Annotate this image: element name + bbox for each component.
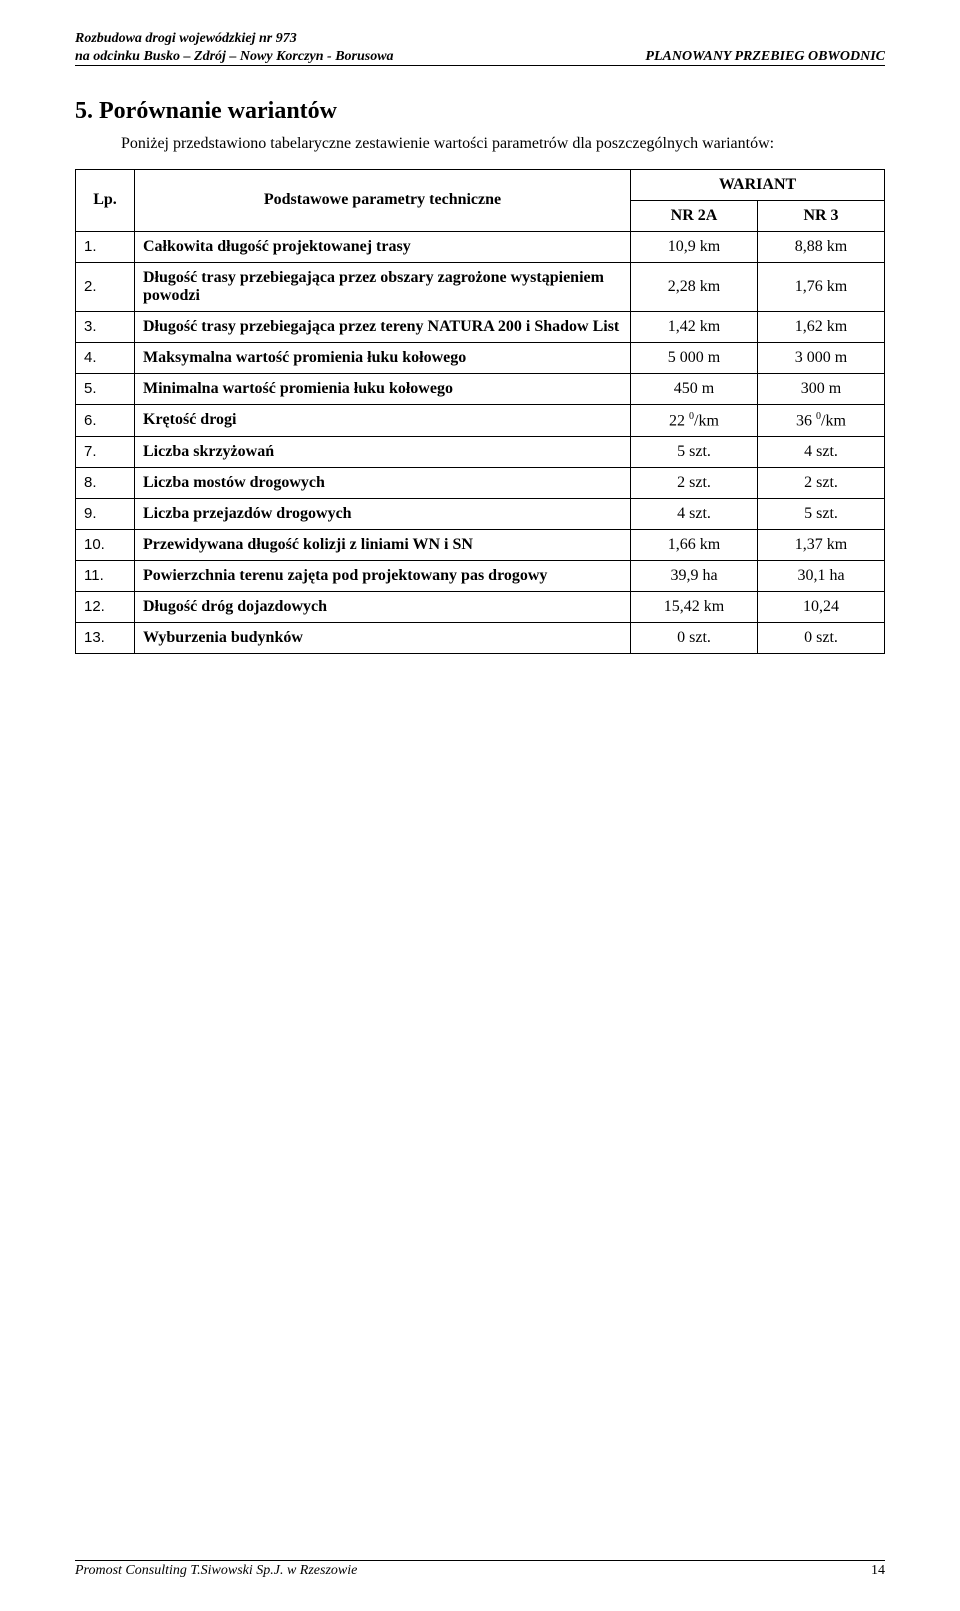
cell-param: Liczba przejazdów drogowych bbox=[135, 498, 631, 529]
table-row: 13. Wyburzenia budynków 0 szt. 0 szt. bbox=[76, 622, 885, 653]
th-col-a: NR 2A bbox=[631, 200, 758, 231]
cell-param: Liczba mostów drogowych bbox=[135, 467, 631, 498]
cell-lp: 7. bbox=[76, 436, 135, 467]
cell-lp: 3. bbox=[76, 311, 135, 342]
cell-a: 2 szt. bbox=[631, 467, 758, 498]
th-param: Podstawowe parametry techniczne bbox=[135, 169, 631, 231]
section-title: 5. Porównanie wariantów bbox=[75, 98, 885, 125]
page-footer: Promost Consulting T.Siwowski Sp.J. w Rz… bbox=[75, 1560, 885, 1579]
th-lp: Lp. bbox=[76, 169, 135, 231]
cell-param: Powierzchnia terenu zajęta pod projektow… bbox=[135, 560, 631, 591]
cell-b: 10,24 bbox=[758, 591, 885, 622]
table-row: 11. Powierzchnia terenu zajęta pod proje… bbox=[76, 560, 885, 591]
table-row: 6. Krętość drogi 22 0/km 36 0/km bbox=[76, 404, 885, 436]
table-row: 12. Długość dróg dojazdowych 15,42 km 10… bbox=[76, 591, 885, 622]
cell-b: 0 szt. bbox=[758, 622, 885, 653]
cell-a: 5 000 m bbox=[631, 342, 758, 373]
cell-b: 2 szt. bbox=[758, 467, 885, 498]
comparison-table: Lp. Podstawowe parametry techniczne WARI… bbox=[75, 169, 885, 654]
table-body: 1. Całkowita długość projektowanej trasy… bbox=[76, 231, 885, 653]
cell-param: Długość trasy przebiegająca przez tereny… bbox=[135, 311, 631, 342]
header-right: PLANOWANY PRZEBIEG OBWODNIC bbox=[645, 48, 885, 66]
table-row: 1. Całkowita długość projektowanej trasy… bbox=[76, 231, 885, 262]
th-col-b: NR 3 bbox=[758, 200, 885, 231]
cell-lp: 2. bbox=[76, 262, 135, 311]
cell-param: Długość dróg dojazdowych bbox=[135, 591, 631, 622]
table-row: 3. Długość trasy przebiegająca przez ter… bbox=[76, 311, 885, 342]
cell-a: 1,66 km bbox=[631, 529, 758, 560]
cell-b: 4 szt. bbox=[758, 436, 885, 467]
cell-b: 1,62 km bbox=[758, 311, 885, 342]
cell-a: 5 szt. bbox=[631, 436, 758, 467]
table-row: 5. Minimalna wartość promienia łuku koło… bbox=[76, 373, 885, 404]
footer-page-number: 14 bbox=[871, 1563, 885, 1579]
header-left: Rozbudowa drogi wojewódzkiej nr 973 na o… bbox=[75, 30, 394, 65]
cell-b: 300 m bbox=[758, 373, 885, 404]
cell-param: Przewidywana długość kolizji z liniami W… bbox=[135, 529, 631, 560]
cell-a: 15,42 km bbox=[631, 591, 758, 622]
cell-a: 450 m bbox=[631, 373, 758, 404]
table-row: 7. Liczba skrzyżowań 5 szt. 4 szt. bbox=[76, 436, 885, 467]
intro-paragraph: Poniżej przedstawiono tabelaryczne zesta… bbox=[75, 133, 885, 155]
cell-a: 2,28 km bbox=[631, 262, 758, 311]
cell-param: Długość trasy przebiegająca przez obszar… bbox=[135, 262, 631, 311]
cell-a: 22 0/km bbox=[631, 404, 758, 436]
cell-b: 1,37 km bbox=[758, 529, 885, 560]
cell-param: Całkowita długość projektowanej trasy bbox=[135, 231, 631, 262]
cell-lp: 8. bbox=[76, 467, 135, 498]
cell-lp: 5. bbox=[76, 373, 135, 404]
page-header: Rozbudowa drogi wojewódzkiej nr 973 na o… bbox=[75, 30, 885, 66]
cell-param: Minimalna wartość promienia łuku kołoweg… bbox=[135, 373, 631, 404]
cell-a: 39,9 ha bbox=[631, 560, 758, 591]
cell-param: Liczba skrzyżowań bbox=[135, 436, 631, 467]
cell-lp: 9. bbox=[76, 498, 135, 529]
section-heading: Porównanie wariantów bbox=[99, 98, 337, 124]
cell-b: 8,88 km bbox=[758, 231, 885, 262]
table-row: 2. Długość trasy przebiegająca przez obs… bbox=[76, 262, 885, 311]
table-row: 4. Maksymalna wartość promienia łuku koł… bbox=[76, 342, 885, 373]
cell-lp: 12. bbox=[76, 591, 135, 622]
cell-lp: 6. bbox=[76, 404, 135, 436]
cell-lp: 1. bbox=[76, 231, 135, 262]
header-left-line2: na odcinku Busko – Zdrój – Nowy Korczyn … bbox=[75, 49, 394, 64]
cell-lp: 11. bbox=[76, 560, 135, 591]
cell-a: 10,9 km bbox=[631, 231, 758, 262]
footer-left: Promost Consulting T.Siwowski Sp.J. w Rz… bbox=[75, 1563, 357, 1579]
th-variant: WARIANT bbox=[631, 169, 885, 200]
table-row: 8. Liczba mostów drogowych 2 szt. 2 szt. bbox=[76, 467, 885, 498]
cell-param: Krętość drogi bbox=[135, 404, 631, 436]
cell-param: Maksymalna wartość promienia łuku kołowe… bbox=[135, 342, 631, 373]
cell-a: 1,42 km bbox=[631, 311, 758, 342]
table-row: 10. Przewidywana długość kolizji z linia… bbox=[76, 529, 885, 560]
table-row: 9. Liczba przejazdów drogowych 4 szt. 5 … bbox=[76, 498, 885, 529]
cell-a: 0 szt. bbox=[631, 622, 758, 653]
cell-param: Wyburzenia budynków bbox=[135, 622, 631, 653]
cell-b: 36 0/km bbox=[758, 404, 885, 436]
cell-a: 4 szt. bbox=[631, 498, 758, 529]
cell-lp: 10. bbox=[76, 529, 135, 560]
cell-b: 1,76 km bbox=[758, 262, 885, 311]
cell-b: 3 000 m bbox=[758, 342, 885, 373]
cell-lp: 4. bbox=[76, 342, 135, 373]
section-number: 5. bbox=[75, 98, 93, 124]
cell-lp: 13. bbox=[76, 622, 135, 653]
header-left-line1: Rozbudowa drogi wojewódzkiej nr 973 bbox=[75, 31, 297, 46]
cell-b: 30,1 ha bbox=[758, 560, 885, 591]
cell-b: 5 szt. bbox=[758, 498, 885, 529]
